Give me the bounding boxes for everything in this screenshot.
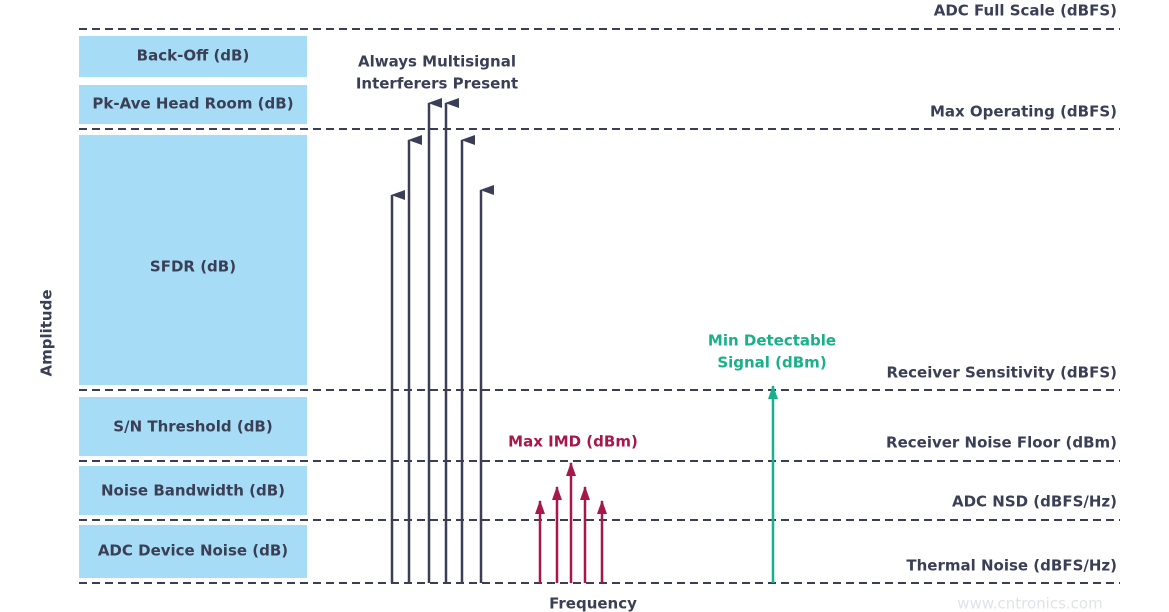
box-label: S/N Threshold (dB): [113, 418, 272, 436]
level-label: ADC NSD (dBFS/Hz): [952, 493, 1117, 511]
box-label: SFDR (dB): [150, 258, 236, 276]
level-lines: [79, 28, 1120, 584]
watermark: www.cntronics.com: [957, 595, 1102, 612]
box-label: Noise Bandwidth (dB): [101, 482, 285, 500]
box-label: Back-Off (dB): [137, 47, 250, 65]
box-label: ADC Device Noise (dB): [98, 542, 288, 560]
level-label: Max Operating (dBFS): [930, 103, 1117, 121]
left-boxes: Back-Off (dB) Pk-Ave Head Room (dB) SFDR…: [79, 36, 307, 578]
box: [79, 397, 307, 456]
level-label: Thermal Noise (dBFS/Hz): [906, 557, 1117, 575]
box: [79, 466, 307, 515]
imd-label: Max IMD (dBm): [508, 433, 638, 451]
level-label: Receiver Sensitivity (dBFS): [886, 364, 1117, 382]
x-axis-label: Frequency: [549, 595, 637, 612]
interferer-arrows: [390, 98, 494, 583]
right-labels: ADC Full Scale (dBFS) Max Operating (dBF…: [886, 2, 1117, 575]
interferers-label: Always Multisignal: [358, 53, 516, 71]
y-axis-label: Amplitude: [38, 289, 56, 376]
box: [79, 36, 307, 77]
box: [79, 135, 307, 385]
box-label: Pk-Ave Head Room (dB): [92, 95, 293, 113]
signal-label: Signal (dBm): [717, 354, 826, 372]
box: [79, 525, 307, 578]
level-label: ADC Full Scale (dBFS): [934, 2, 1117, 20]
interferers-label: Interferers Present: [356, 75, 518, 93]
level-label: Receiver Noise Floor (dBm): [886, 434, 1117, 452]
signal-label: Min Detectable: [708, 332, 836, 350]
imd-arrows: [535, 462, 607, 583]
box: [79, 85, 307, 124]
